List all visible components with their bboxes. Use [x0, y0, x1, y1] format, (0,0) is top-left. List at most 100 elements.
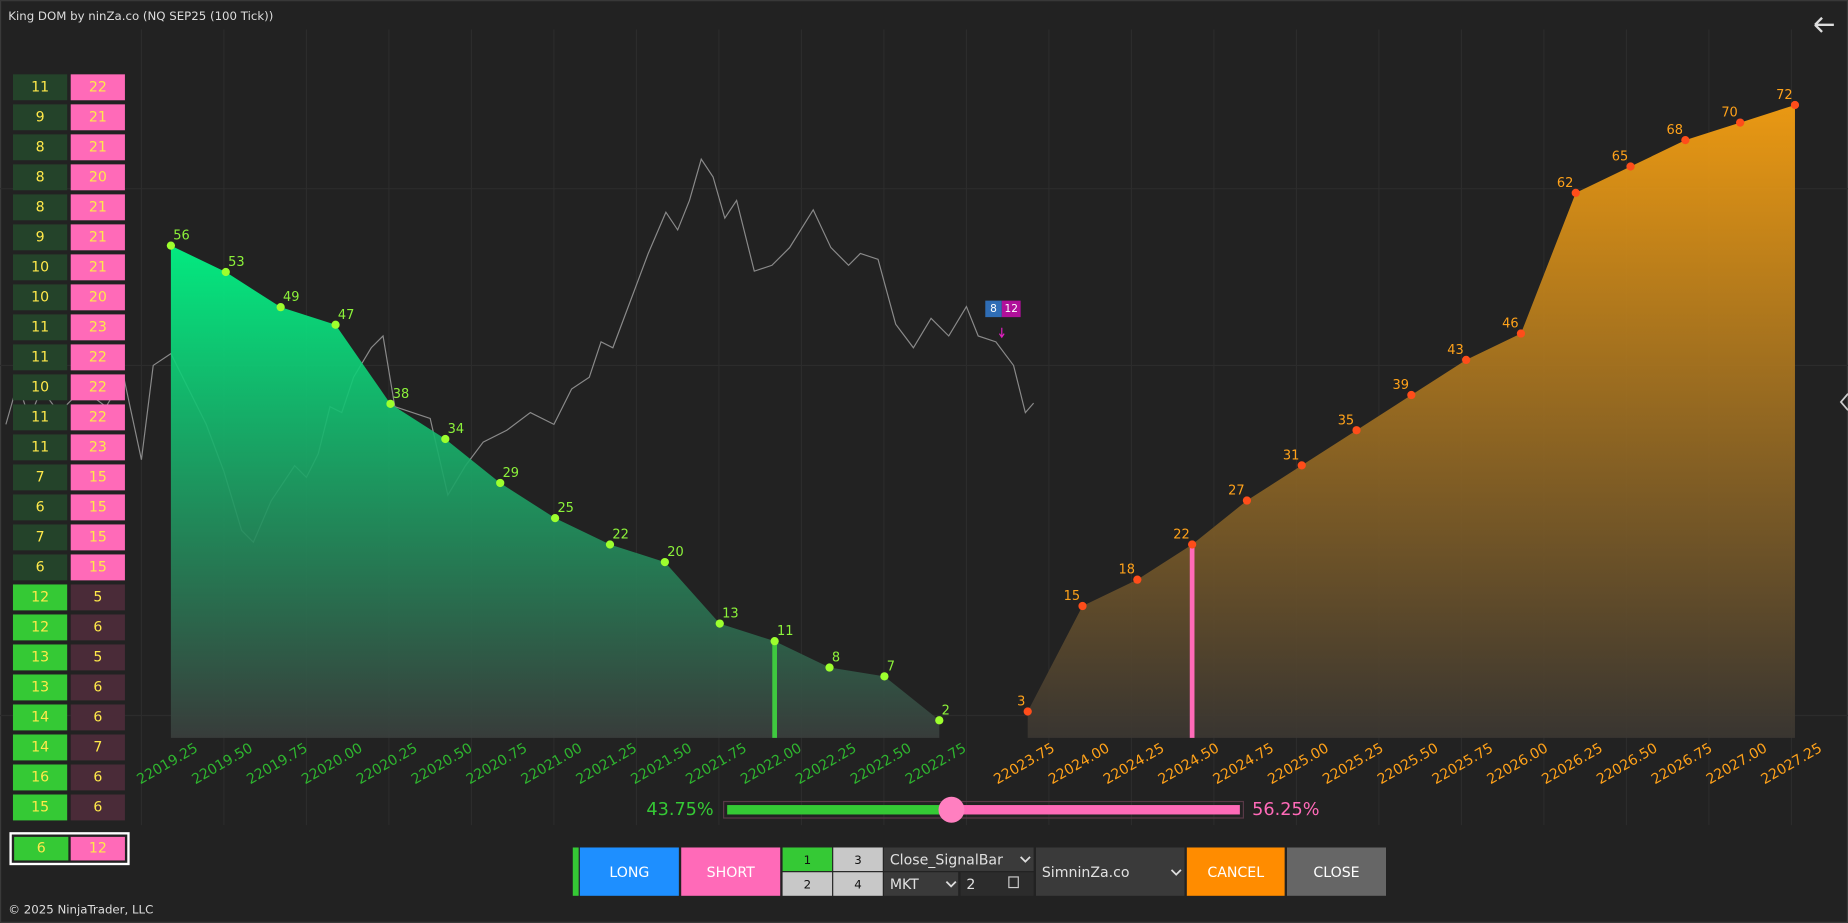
bid-point: [825, 663, 834, 672]
badge-ask: [1001, 300, 1021, 318]
bid-size-label: 53: [228, 255, 244, 270]
bid-size-label: 20: [667, 545, 683, 560]
bid-total: 6: [37, 841, 46, 857]
ask-point: [1352, 426, 1361, 435]
ask-point: [1407, 390, 1416, 400]
badge-bid: [985, 300, 1002, 318]
short-button[interactable]: [681, 847, 781, 896]
order-type-select[interactable]: [883, 872, 959, 896]
bid-cell: [12, 434, 68, 461]
strategy-select[interactable]: [883, 847, 1034, 872]
bid-size: 6: [36, 559, 45, 575]
ask-cell: [70, 104, 125, 131]
ask-size: 5: [93, 589, 102, 605]
bid-size: 12: [31, 619, 49, 635]
slider-thumb[interactable]: [938, 796, 965, 823]
bid-point: [386, 399, 395, 408]
ask-size-label: 22: [1173, 528, 1189, 543]
ask-cell: [70, 674, 125, 701]
ask-size: 15: [89, 469, 107, 485]
ask-cell: [70, 644, 125, 671]
bid-cell: [12, 404, 68, 431]
ask-size-label: 27: [1228, 484, 1244, 499]
ask-size-label: 39: [1392, 378, 1408, 393]
bid-size: 6: [36, 499, 45, 515]
quantity-input-text: 2: [966, 877, 975, 893]
ask-size-label: 18: [1118, 563, 1134, 578]
close-button[interactable]: [1287, 847, 1386, 896]
bid-size: 9: [36, 229, 45, 245]
bid-size: 11: [31, 319, 49, 335]
bid-cell: [12, 764, 68, 791]
ask-size: 21: [89, 109, 107, 125]
ask-total: 12: [89, 841, 107, 857]
ask-point: [1242, 496, 1252, 505]
ask-size: 22: [89, 409, 107, 425]
bid-point: [276, 303, 285, 312]
bid-size-label: 56: [173, 229, 189, 244]
bid-size: 9: [36, 109, 45, 125]
preset-button-text: 2: [804, 878, 812, 892]
bid-point: [331, 320, 340, 329]
bid-point: [605, 540, 615, 549]
ask-size: 20: [89, 169, 107, 185]
ask-size-label: 3: [1017, 695, 1025, 710]
ask-point: [1516, 329, 1526, 338]
ask-size: 6: [93, 619, 102, 635]
preset-button[interactable]: [782, 847, 833, 872]
slider-track-bid: [727, 805, 952, 815]
ask-cell: [70, 464, 125, 491]
ask-size: 6: [93, 709, 102, 725]
preset-button[interactable]: [833, 872, 883, 896]
ask-size-label: 70: [1721, 106, 1737, 121]
ask-cell: [70, 734, 125, 761]
ask-size: 22: [89, 379, 107, 395]
ask-size: 15: [89, 529, 107, 545]
side-handle[interactable]: [1839, 393, 1848, 411]
preset-button[interactable]: [833, 847, 883, 872]
bid-size: 11: [31, 349, 49, 365]
slider-bid-label: 43.75%: [646, 800, 713, 820]
bid-cell: [12, 464, 68, 491]
bid-size: 11: [31, 79, 49, 95]
dropdown-caret: [945, 881, 957, 888]
bid-size: 14: [31, 739, 49, 755]
preset-button[interactable]: [782, 872, 833, 896]
bid-cell: [12, 554, 68, 581]
cancel-button[interactable]: [1186, 847, 1285, 896]
ask-size: 6: [93, 679, 102, 695]
bid-point: [166, 241, 176, 250]
bid-point: [880, 672, 889, 681]
ask-point: [1023, 707, 1032, 716]
ask-size-label: 62: [1557, 176, 1573, 191]
quantity-input[interactable]: [960, 872, 1034, 896]
bid-cell: [12, 254, 68, 281]
ask-point: [1133, 575, 1142, 584]
preset-button-text: 4: [854, 878, 862, 892]
ask-cell: [70, 494, 125, 521]
ask-size: 21: [89, 259, 107, 275]
ratio-slider[interactable]: 43.75% 56.25%: [646, 796, 1319, 823]
ask-point: [1571, 188, 1580, 198]
close-button-text: CLOSE: [1313, 865, 1359, 881]
total-frame: [9, 832, 130, 866]
bid-size-label: 22: [612, 528, 628, 543]
back-arrow[interactable]: [1814, 16, 1834, 33]
strategy-select-text: Close_SignalBar: [890, 852, 1003, 868]
long-button[interactable]: [579, 847, 679, 896]
bid-cell: [12, 314, 68, 341]
order-type-select-text: MKT: [890, 877, 919, 893]
account-select[interactable]: [1035, 847, 1185, 896]
bid-size-label: 2: [942, 703, 950, 718]
window-title: King DOM by ninZa.co (NQ SEP25 (100 Tick…: [8, 9, 273, 23]
dom-ladder: 11 22 9 21 8 21 8 20 8 21 9 21 10 21 10 20 11 23 11 22 10 22 1…: [9, 74, 130, 866]
ask-point: [1736, 118, 1745, 127]
bid-cell: [12, 704, 68, 731]
ask-cell: [70, 164, 125, 191]
bid-point: [770, 637, 779, 646]
order-bar: LONG SHORT 1 3 2 4 Close_SignalBar MKT 2 SimninZa…: [572, 847, 1386, 896]
ask-size-label: 35: [1338, 413, 1354, 428]
ask-size: 23: [89, 439, 107, 455]
